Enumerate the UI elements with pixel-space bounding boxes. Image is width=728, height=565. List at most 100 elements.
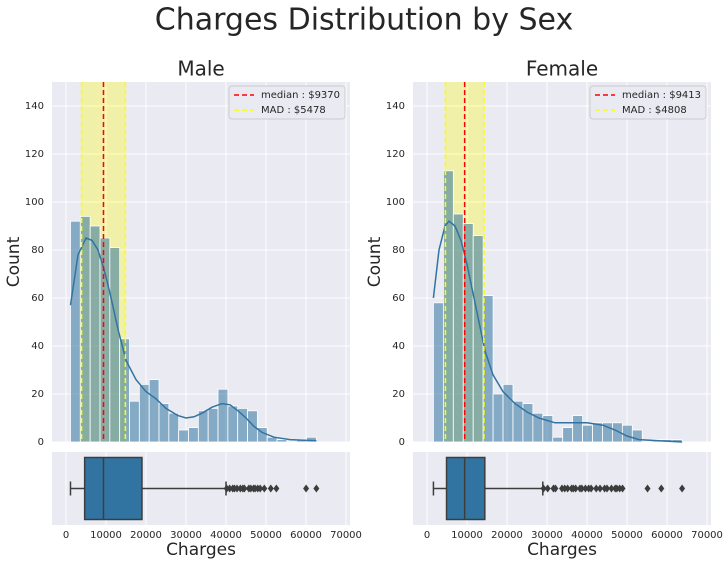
flier bbox=[261, 484, 268, 493]
bar bbox=[472, 235, 484, 443]
y-tick-label: 100 bbox=[25, 197, 44, 208]
bar bbox=[129, 400, 140, 443]
y-tick-label: 60 bbox=[392, 293, 405, 304]
bar bbox=[582, 424, 593, 443]
legend-label: median : $9370 bbox=[261, 90, 340, 101]
flier bbox=[540, 484, 547, 493]
bar bbox=[99, 237, 111, 443]
flier bbox=[273, 484, 280, 493]
bar bbox=[109, 247, 121, 443]
bar bbox=[452, 213, 464, 443]
x-tick-label: 10000 bbox=[451, 530, 483, 541]
bar bbox=[552, 436, 564, 443]
flier bbox=[572, 484, 579, 493]
flier bbox=[257, 484, 264, 493]
x-tick-label: 20000 bbox=[130, 530, 162, 541]
flier bbox=[597, 484, 604, 493]
y-tick-label: 40 bbox=[392, 341, 405, 352]
bar bbox=[631, 429, 643, 443]
figure-title: Charges Distribution by Sex bbox=[155, 3, 573, 38]
bar bbox=[237, 407, 248, 443]
bar bbox=[217, 388, 229, 443]
bar bbox=[197, 410, 209, 443]
bar bbox=[276, 439, 288, 443]
flier bbox=[303, 484, 310, 493]
x-axis-label: Charges bbox=[166, 540, 236, 560]
flier bbox=[679, 484, 686, 493]
y-tick-label: 20 bbox=[31, 389, 44, 400]
y-tick-label: 80 bbox=[31, 245, 44, 256]
flier bbox=[644, 484, 651, 493]
bar bbox=[178, 429, 189, 443]
y-tick-label: 60 bbox=[31, 293, 44, 304]
legend bbox=[589, 85, 707, 120]
y-tick-label: 120 bbox=[25, 149, 44, 160]
x-tick-label: 50000 bbox=[611, 530, 643, 541]
y-tick-label: 100 bbox=[386, 197, 405, 208]
kde-line bbox=[432, 220, 683, 443]
x-tick-label: 30000 bbox=[170, 530, 202, 541]
x-tick-label: 60000 bbox=[290, 530, 322, 541]
x-tick-label: 70000 bbox=[330, 530, 362, 541]
bar bbox=[148, 379, 160, 443]
panel-title: Female bbox=[526, 57, 598, 81]
x-tick-label: 60000 bbox=[651, 530, 683, 541]
flier bbox=[578, 484, 585, 493]
bar bbox=[482, 295, 494, 443]
y-axis-label: Count bbox=[4, 236, 24, 287]
bar bbox=[572, 415, 583, 443]
flier bbox=[544, 484, 551, 493]
x-tick-label: 0 bbox=[63, 530, 69, 541]
flier bbox=[234, 484, 241, 493]
y-tick-label: 20 bbox=[392, 389, 405, 400]
flier bbox=[619, 484, 626, 493]
y-tick-label: 140 bbox=[386, 101, 405, 112]
flier bbox=[582, 484, 589, 493]
legend-label: median : $9413 bbox=[622, 90, 701, 101]
flier bbox=[608, 484, 615, 493]
flier bbox=[658, 484, 665, 493]
y-tick-label: 40 bbox=[31, 341, 44, 352]
y-tick-label: 0 bbox=[38, 437, 44, 448]
flier bbox=[552, 484, 559, 493]
bar bbox=[119, 338, 130, 443]
flier bbox=[593, 484, 600, 493]
y-tick-label: 140 bbox=[25, 101, 44, 112]
bar bbox=[492, 393, 504, 443]
x-tick-label: 40000 bbox=[210, 530, 242, 541]
kde-line bbox=[69, 237, 317, 442]
box bbox=[445, 456, 486, 521]
bar bbox=[227, 405, 239, 443]
flier bbox=[604, 484, 611, 493]
x-tick-label: 40000 bbox=[571, 530, 603, 541]
y-tick-label: 80 bbox=[392, 245, 405, 256]
box bbox=[83, 456, 143, 521]
bar bbox=[207, 407, 219, 443]
flier bbox=[313, 484, 320, 493]
x-tick-label: 20000 bbox=[491, 530, 523, 541]
y-tick-label: 0 bbox=[399, 437, 405, 448]
x-tick-label: 50000 bbox=[250, 530, 282, 541]
bar bbox=[89, 225, 101, 443]
flier bbox=[564, 484, 571, 493]
bar bbox=[592, 422, 603, 443]
bar bbox=[306, 436, 317, 443]
bar bbox=[542, 415, 554, 443]
x-axis-label: Charges bbox=[527, 540, 597, 560]
legend bbox=[228, 85, 346, 120]
bar bbox=[247, 410, 258, 443]
x-tick-label: 0 bbox=[424, 530, 430, 541]
bar bbox=[188, 427, 199, 443]
bar bbox=[433, 302, 444, 443]
legend-label: MAD : $4808 bbox=[622, 105, 687, 116]
x-tick-label: 30000 bbox=[531, 530, 563, 541]
x-tick-label: 10000 bbox=[90, 530, 122, 541]
flier bbox=[267, 484, 274, 493]
x-tick-label: 70000 bbox=[691, 530, 723, 541]
flier bbox=[241, 484, 248, 493]
bar bbox=[562, 427, 574, 443]
flier bbox=[588, 484, 595, 493]
panel-title: Male bbox=[177, 57, 224, 81]
bar bbox=[168, 412, 180, 443]
